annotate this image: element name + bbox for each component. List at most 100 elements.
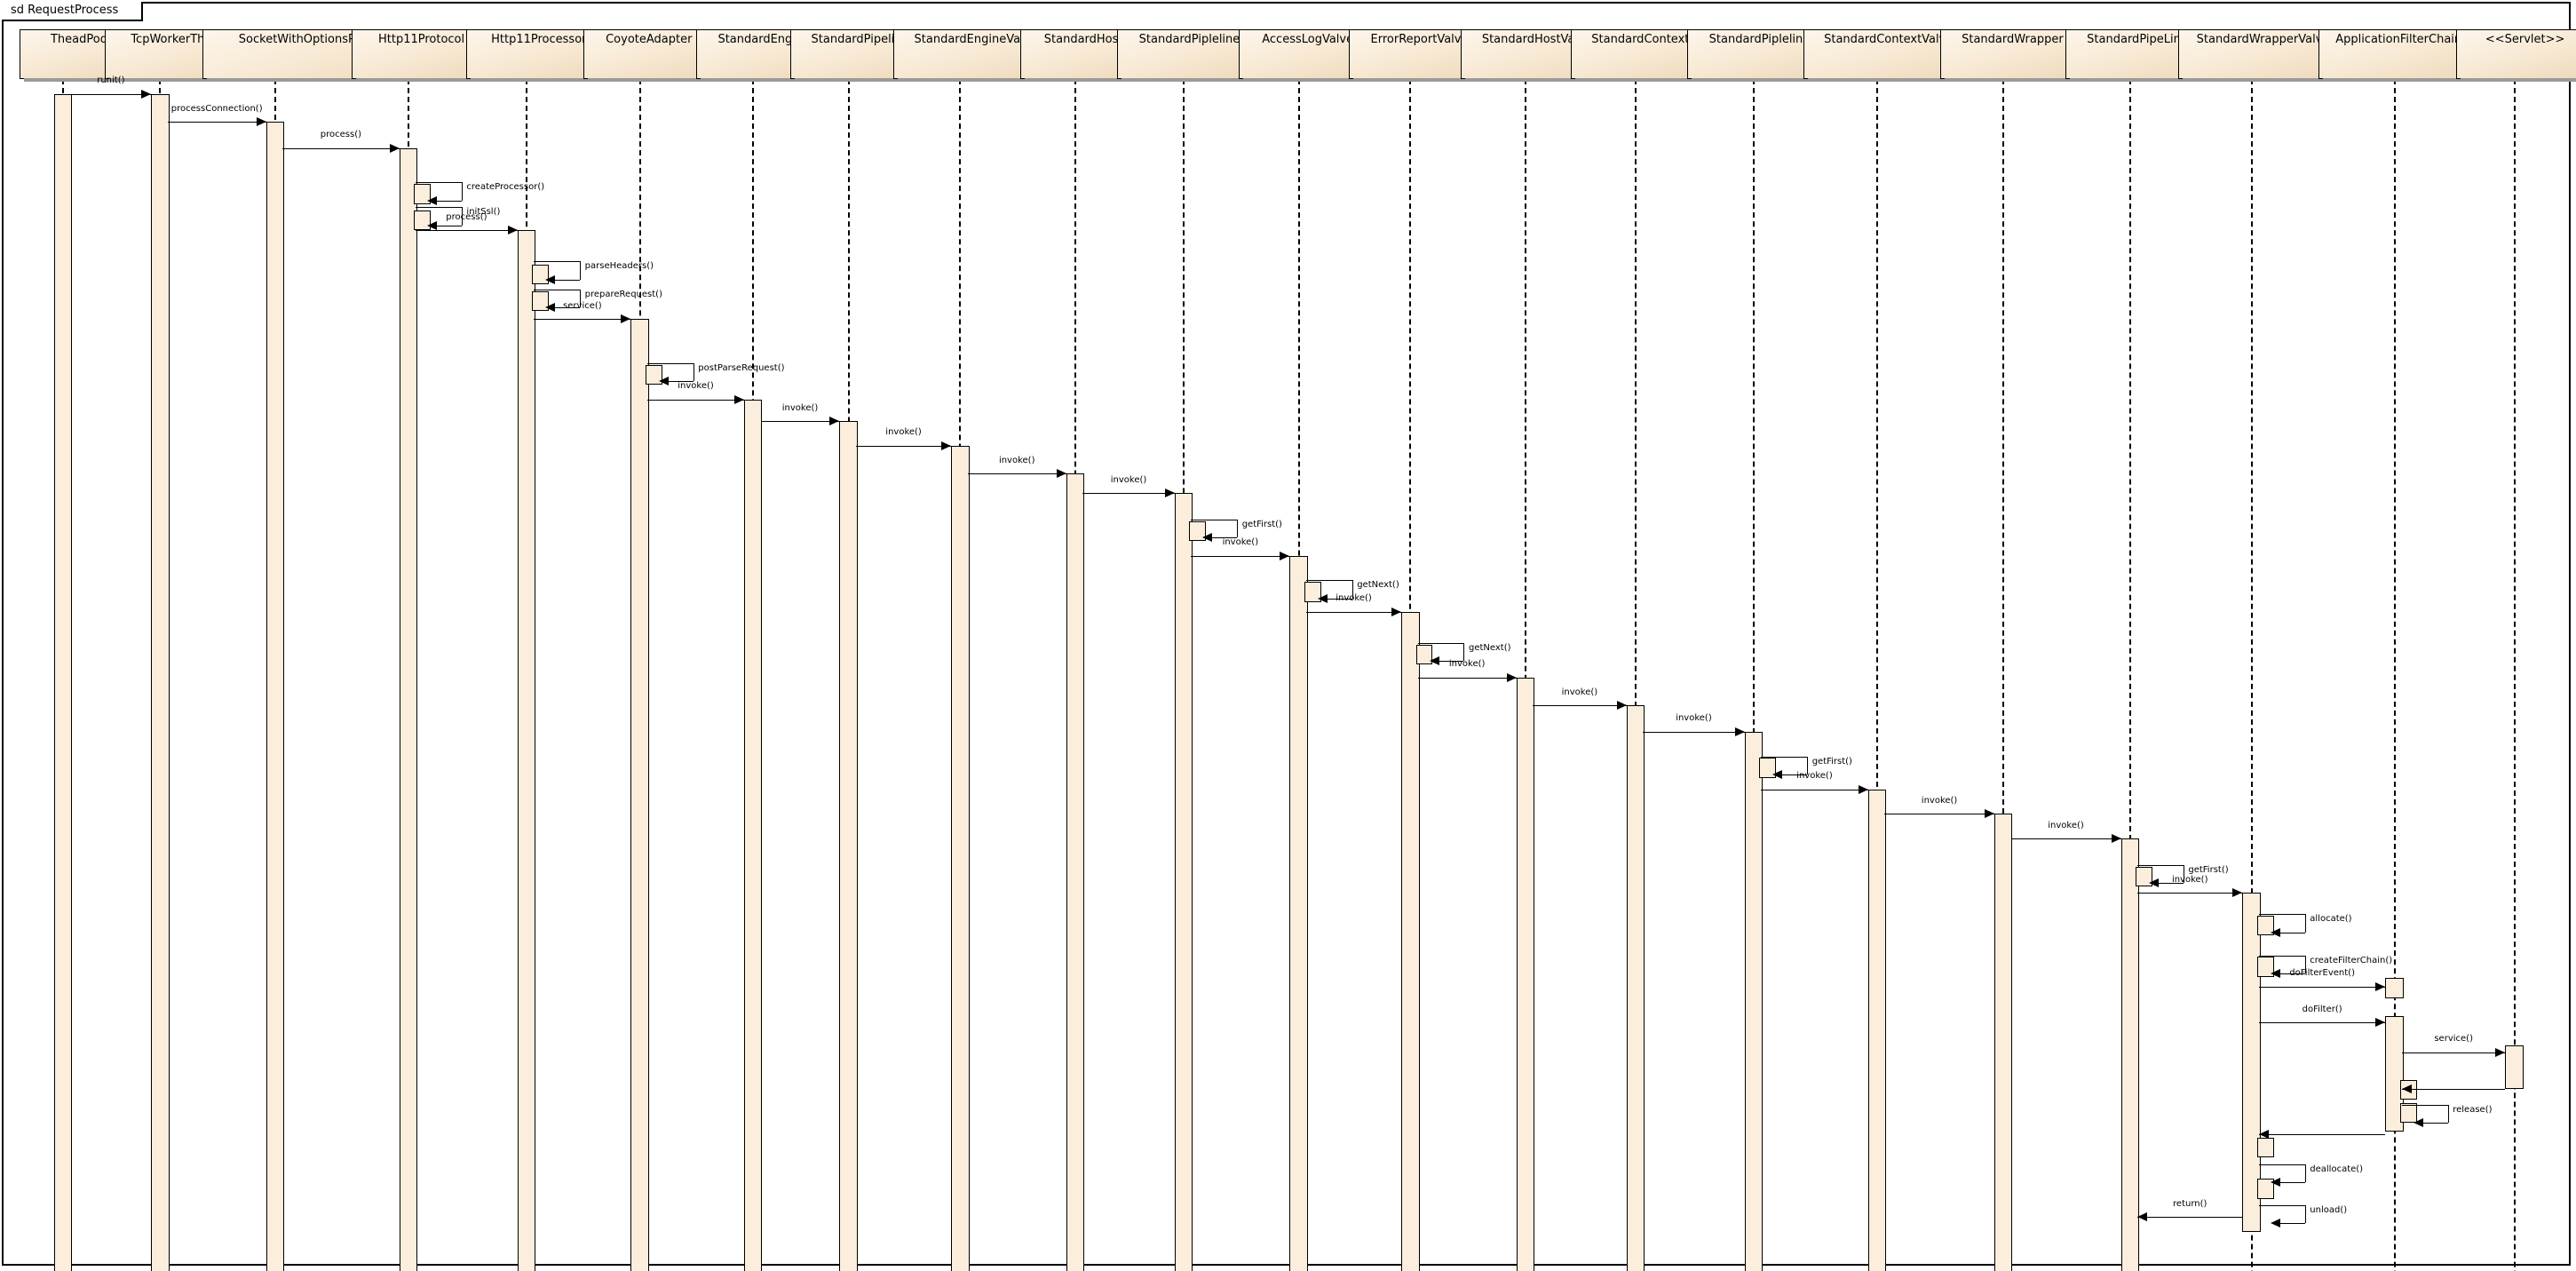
lifeline-head-shadow-bottom [24,77,145,82]
lifeline-head-coyoteadapter[interactable]: CoyoteAdapter [583,29,717,82]
self-message-top-m28 [2137,864,2184,866]
lifeline-label: StandardHost [1043,33,1123,47]
message-line-m32 [2258,986,2386,988]
message-label-m34: service() [2434,1034,2473,1045]
message-label-m01: runit() [97,75,125,86]
message-label-m04: createProcessor() [466,182,545,193]
self-message-arrowhead-m30 [2270,927,2280,937]
message-arrowhead-m02 [256,116,266,126]
activation-bar-applicationfilterchain [2400,1103,2417,1124]
lifeline-head-standardwrappervalve[interactable]: StandardWrapperValve [2178,29,2350,82]
self-message-right-m38 [2304,1164,2306,1183]
lifeline-head-shadow-bottom [355,77,495,82]
message-arrowhead-m13 [941,441,952,450]
self-message-arrowhead-m08 [545,303,556,313]
lifeline-head-shadow-bottom [1464,77,1616,82]
lifeline-head-standardpipleline2[interactable]: StandardPipleline [1117,29,1264,82]
message-label-m30: allocate() [2310,914,2352,925]
self-message-bottom-m10 [662,381,694,383]
lifeline-label: StandardPipleline [1708,33,1811,47]
lifeline-head-shadow-bottom [1024,77,1150,82]
message-label-m12: invoke() [781,402,819,413]
self-message-arrowhead-m24 [1772,769,1783,779]
message-label-m40: return() [2173,1198,2207,1209]
self-message-top-m39 [2258,1204,2305,1206]
message-label-m38: deallocate() [2310,1164,2364,1174]
self-message-arrowhead-m07 [545,274,556,284]
lifeline-head-shadow-bottom [1692,77,1835,82]
message-line-m12 [760,420,840,422]
message-line-m11 [646,399,745,401]
activation-bar-socketprocessor [266,121,285,1271]
self-message-bottom-m18 [1320,598,1352,600]
message-arrowhead-m22 [1616,701,1627,711]
message-label-m32: doFilterEvent() [2289,968,2355,979]
message-arrowhead-m37 [2258,1130,2269,1140]
self-message-top-m20 [1417,642,1464,644]
message-label-m15: invoke() [1110,475,1147,485]
message-label-m03: process() [320,130,362,140]
lifeline-standardcontext [1634,78,1637,1271]
activation-bar-coyoteadapter [646,364,662,385]
message-arrowhead-m06 [507,226,518,235]
message-label-m23: invoke() [1676,713,1712,724]
message-arrowhead-m34 [2495,1047,2506,1057]
lifeline-head-shadow-bottom [471,77,614,82]
lifeline-standardwrapper [2002,78,2005,1271]
self-message-arrowhead-m39 [2270,1219,2280,1228]
self-message-right-m24 [1807,756,1809,775]
lifeline-head-servlet[interactable]: <<Servlet>> [2455,29,2576,82]
message-line-m02 [167,121,266,123]
activation-bar-standardcontext [1626,705,1645,1271]
lifeline-head-applicationfilterchain[interactable]: ApplicationFilterChain [2318,29,2482,82]
message-line-m13 [855,445,952,447]
activation-bar-standardpipeline4 [2136,866,2152,886]
self-message-arrowhead-m04 [427,195,438,205]
self-message-arrowhead-m36 [2413,1118,2423,1128]
activation-bar-standardwrappervalve [2257,957,2274,977]
message-label-m11: invoke() [678,381,714,392]
message-label-m06: process() [446,211,487,222]
message-label-m18: getNext() [1357,580,1399,591]
message-line-m33 [2258,1022,2386,1024]
message-label-m16: getFirst() [1241,519,1282,529]
activation-bar-applicationfilterchain [2385,978,2404,998]
lifeline-head-standardwrapper[interactable]: StandardWrapper [1940,29,2088,82]
lifeline-head-shadow-bottom [587,77,717,82]
message-arrowhead-m15 [1164,489,1175,498]
self-message-top-m07 [534,261,581,263]
self-message-top-m30 [2258,914,2305,916]
lifeline-standardpipleline3 [1753,78,1756,1271]
message-label-m20: getNext() [1469,642,1511,653]
lifeline-head-shadow-bottom [2183,77,2350,82]
lifeline-head-shadow-bottom [1808,77,1976,82]
self-message-right-m30 [2304,914,2306,933]
message-label-m33: doFilter() [2302,1005,2342,1015]
message-line-m29 [2137,893,2243,894]
message-label-m17: invoke() [1222,537,1259,548]
message-label-m24: getFirst() [1811,756,1852,767]
activation-bar-standardwrappervalve [2257,916,2274,936]
message-arrowhead-m29 [2232,888,2243,898]
message-line-m03 [282,147,400,149]
self-message-arrowhead-m20 [1429,656,1439,666]
message-label-m27: invoke() [2048,820,2084,830]
activation-bar-coyoteadapter [630,319,649,1271]
message-arrowhead-m23 [1734,727,1745,736]
lifeline-label: ErrorReportValve [1370,33,1469,47]
activation-bar-standardpipleline2 [1174,493,1193,1271]
lifeline-head-standardcontext[interactable]: StandardContext [1570,29,1713,82]
message-arrowhead-m09 [621,314,631,324]
message-arrowhead-m03 [389,143,400,153]
lifeline-head-shadow-bottom [206,77,443,82]
lifeline-standardpipeline4 [2128,78,2131,1271]
self-message-right-m08 [580,289,582,308]
message-label-m07: parseHeaders() [584,261,654,272]
self-message-top-m10 [646,363,694,365]
lifeline-label: StandardContextValve [1824,33,1954,47]
lifeline-servlet [2513,78,2516,1271]
lifeline-label: TheadPool [50,33,111,47]
lifeline-head-shadow-bottom [794,77,933,82]
self-message-bottom-m28 [2152,883,2184,885]
